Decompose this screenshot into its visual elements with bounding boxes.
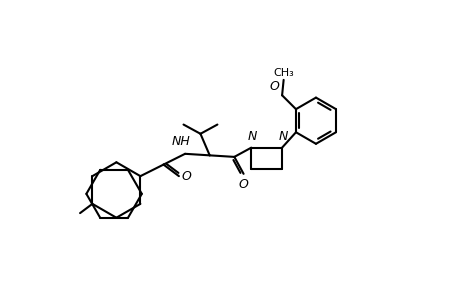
Text: N: N — [247, 130, 257, 143]
Text: O: O — [238, 178, 248, 191]
Text: O: O — [182, 170, 191, 183]
Text: NH: NH — [172, 135, 190, 148]
Text: CH₃: CH₃ — [273, 68, 293, 78]
Text: O: O — [269, 80, 279, 93]
Text: N: N — [278, 130, 288, 143]
